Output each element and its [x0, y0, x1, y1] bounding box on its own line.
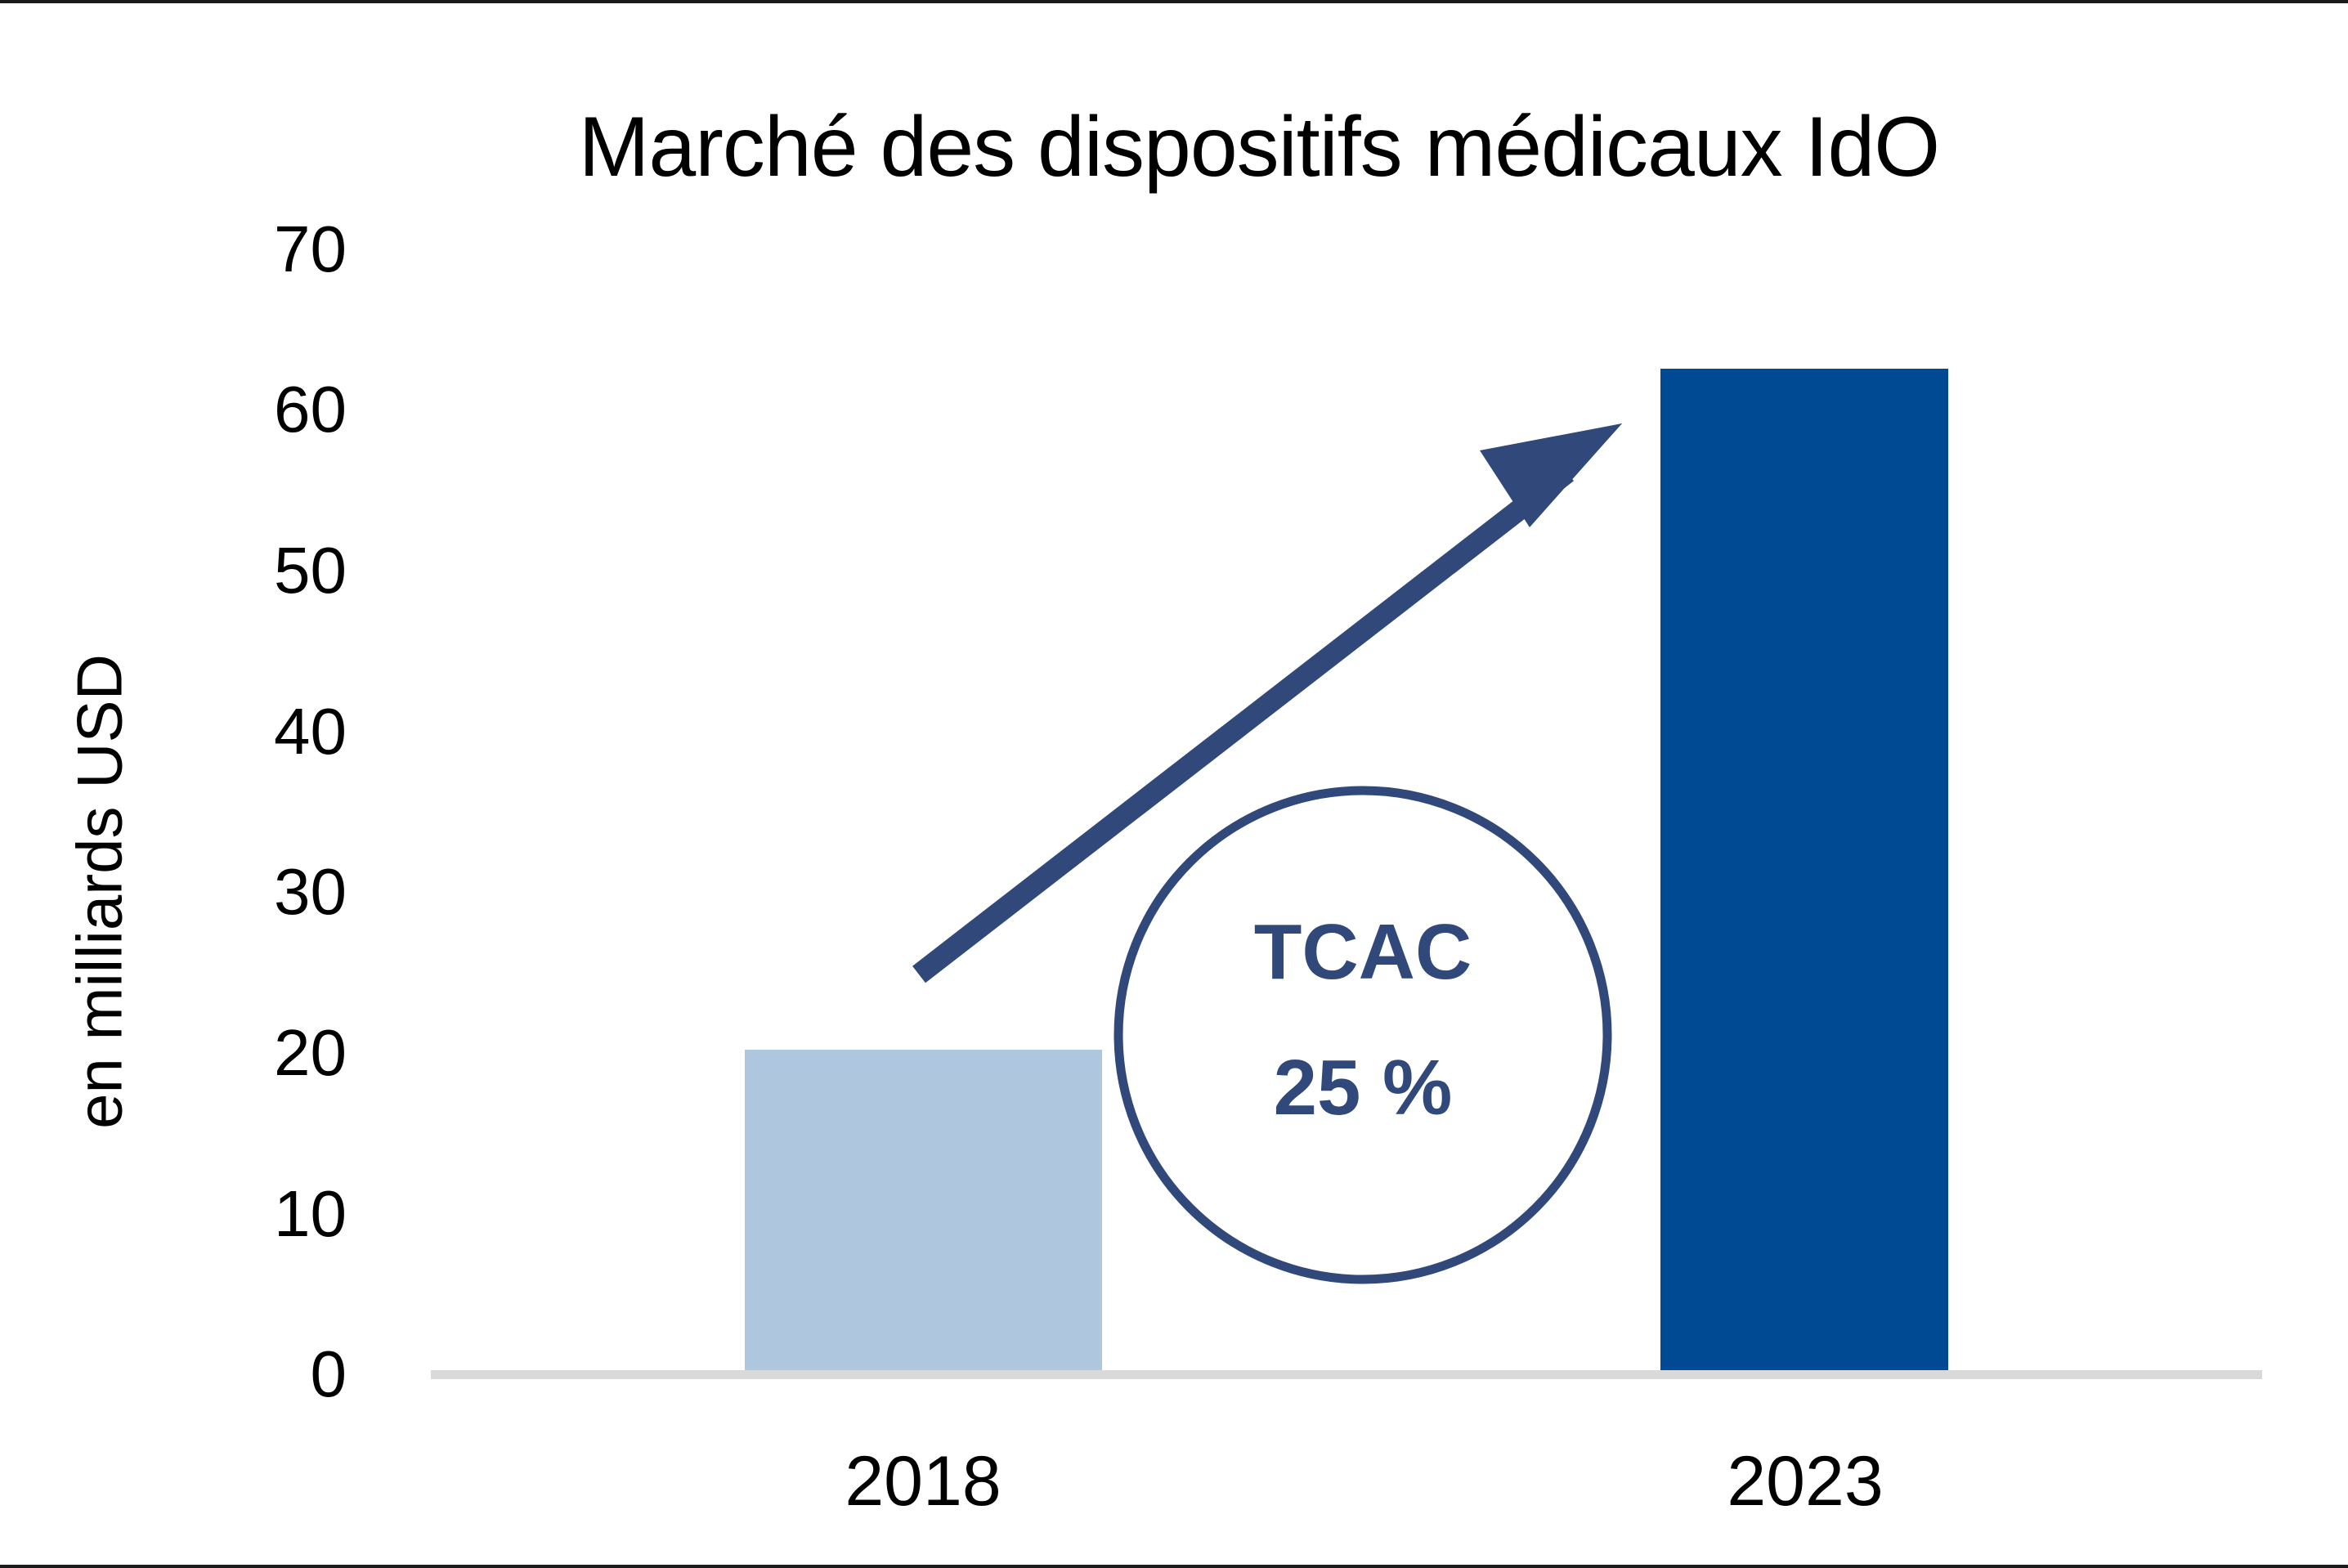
cagr-value: 25 % — [1273, 1044, 1453, 1131]
y-tick-label-60: 60 — [274, 373, 347, 446]
y-tick-label-50: 50 — [274, 534, 347, 607]
cagr-label: TCAC — [1253, 908, 1472, 996]
x-tick-label-2023: 2023 — [1727, 1442, 1884, 1521]
y-tick-label-10: 10 — [274, 1177, 347, 1250]
y-tick-label-20: 20 — [274, 1016, 347, 1089]
x-axis-line — [431, 1370, 2262, 1379]
image-top-border — [0, 0, 2348, 3]
chart-title: Marché des dispositifs médicaux IdO — [578, 100, 1940, 195]
bar-2023 — [1660, 369, 1948, 1375]
image-bottom-border — [0, 1565, 2348, 1568]
y-tick-label-70: 70 — [274, 213, 347, 285]
y-tick-label-40: 40 — [274, 695, 347, 768]
y-tick-label-30: 30 — [274, 855, 347, 928]
bar-2018 — [745, 1050, 1102, 1375]
x-tick-label-2018: 2018 — [845, 1442, 1001, 1521]
plot-area — [745, 369, 1948, 1375]
y-tick-label-0: 0 — [310, 1337, 347, 1410]
